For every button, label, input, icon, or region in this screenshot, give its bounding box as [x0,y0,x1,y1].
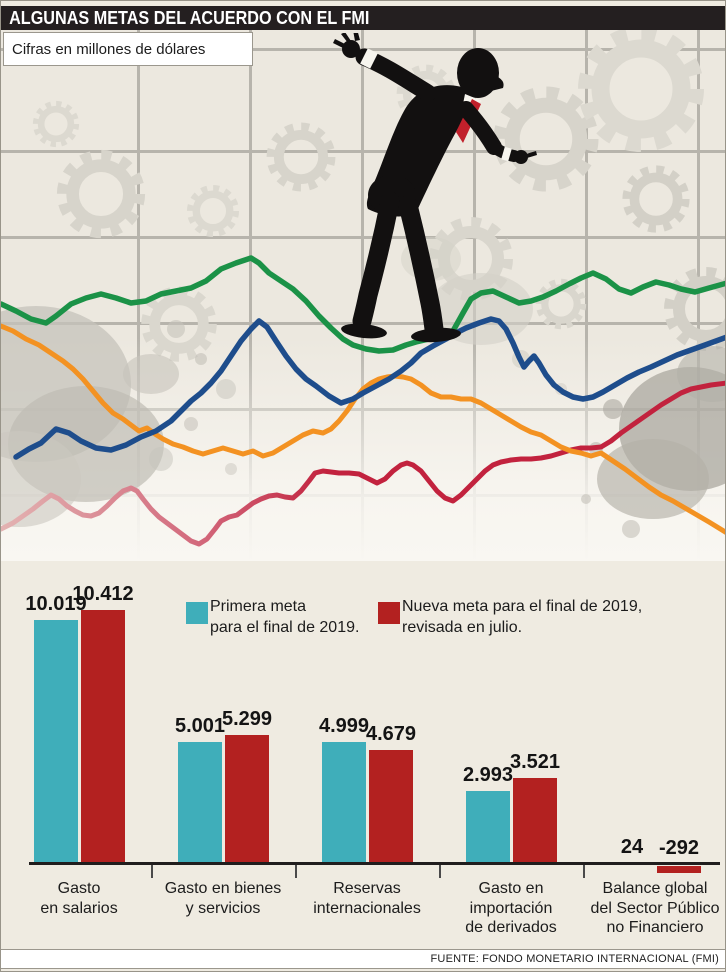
bar-value-label: 2.993 [462,763,514,786]
category-label: Gasto en bienes y servicios [164,880,282,917]
bar-first-target [466,790,510,864]
bar-revised-target [369,749,413,864]
subtitle-text: Cifras en millones de dólares [12,40,206,58]
category-label: Balance global del Sector Público no Fin… [590,880,720,937]
category-label: Gasto en salarios [40,880,118,917]
bar-value-label: 3.521 [509,751,561,774]
background-decor-layer [1,29,725,538]
axis-tick [151,865,153,878]
bar-value-label: 10.412 [72,583,134,605]
legend-swatch-revised-target [378,602,400,624]
bar-first-target [34,619,78,864]
trend-line-blue [13,316,725,460]
category-label: Reservas internacionales [313,880,421,917]
bar-value-label: 4.999 [318,715,370,738]
tightrope-walker-figure [333,33,537,343]
bar-first-target [322,742,366,864]
bar-first-target [178,742,222,864]
trend-lines-layer [1,255,725,547]
header-bar: ALGUNAS METAS DEL ACUERDO CON EL FMI [1,6,725,30]
legend-label-first-target: Primera meta para el final de 2019. [210,598,360,636]
bar-revised-target [225,734,269,864]
bar-value-label: 10.019 [25,592,87,615]
bar-value-label: 24 [620,835,644,858]
bar-value-label: 5.001 [174,715,226,737]
legend-swatch-first-target [186,602,208,624]
bar-value-label: 4.679 [365,722,417,745]
illustration-zone [1,29,725,561]
source-text: FUENTE: FONDO MONETARIO INTERNACIONAL (F… [430,953,719,965]
splatter-layer [1,237,725,538]
bar-value-label: -292 [658,837,700,859]
trend-line-red [1,380,725,547]
subtitle-box: Cifras en millones de dólares [3,32,253,66]
category-label: Gasto en importación de derivados [465,880,557,937]
axis-tick [583,865,585,878]
bar-value-label: 5.299 [221,707,273,730]
bar-revised-target [513,778,557,864]
bar-revised-target [657,866,701,874]
footer-bar: FUENTE: FONDO MONETARIO INTERNACIONAL (F… [1,949,725,969]
axis-tick [439,865,441,878]
legend-label-revised-target: Nueva meta para el final de 2019, revisa… [402,598,643,636]
chart-baseline [29,862,720,865]
page-title: ALGUNAS METAS DEL ACUERDO CON EL FMI [9,7,370,28]
axis-tick [295,865,297,878]
bar-revised-target [81,610,125,864]
trend-line-green [1,255,725,354]
